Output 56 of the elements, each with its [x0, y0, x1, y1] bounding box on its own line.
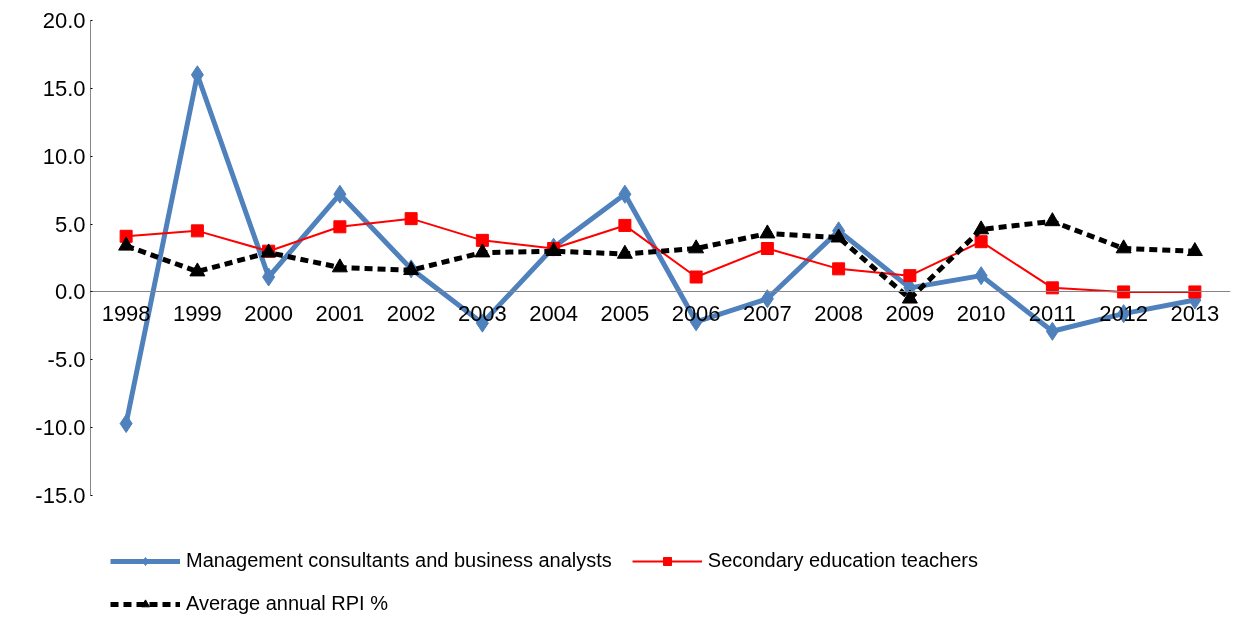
point [689, 270, 703, 284]
y-tick-label: 0.0 [54, 279, 86, 305]
point [1115, 239, 1132, 254]
point [189, 262, 206, 277]
x-tick-label: 2000 [244, 300, 294, 326]
point [616, 244, 633, 259]
point [973, 220, 990, 235]
point [974, 235, 988, 249]
y-tick-label: 10.0 [42, 143, 86, 169]
point [760, 242, 774, 255]
point [901, 289, 918, 304]
x-tick-label: 2012 [1099, 300, 1149, 326]
y-tick-label: -10.0 [35, 415, 86, 441]
x-tick-label: 2002 [386, 300, 436, 326]
legend-label: Management consultants and business analysts [186, 549, 612, 572]
point [618, 184, 632, 204]
point [474, 243, 491, 258]
x-tick-label: 2007 [742, 300, 792, 326]
point [190, 224, 204, 238]
y-tick-label: 15.0 [42, 75, 86, 101]
y-tick-label: 20.0 [42, 8, 86, 33]
y-tick-label: 5.0 [54, 211, 86, 237]
x-tick-label: 2013 [1170, 300, 1220, 326]
point [119, 414, 133, 434]
point [1045, 321, 1059, 341]
x-tick-label: 2009 [885, 300, 935, 326]
point [618, 218, 632, 232]
point [1117, 285, 1131, 299]
x-tick-label: 2010 [956, 300, 1006, 326]
legend-label: Secondary education teachers [707, 549, 978, 572]
x-tick-label: 2011 [1028, 300, 1077, 326]
y-tick-label: -15.0 [35, 483, 86, 508]
point [333, 184, 347, 204]
point [832, 262, 846, 276]
point [333, 220, 347, 234]
point [830, 228, 847, 243]
point [404, 212, 418, 226]
x-tick-label: 2005 [600, 300, 650, 326]
point [1044, 212, 1061, 227]
point [974, 266, 988, 286]
x-tick-label: 2004 [529, 300, 579, 326]
point [475, 233, 489, 247]
x-tick-label: 2008 [814, 300, 864, 326]
point [903, 269, 917, 283]
point [262, 267, 276, 287]
legend-label: Average annual RPI % [186, 592, 388, 615]
point [118, 236, 135, 251]
point [331, 258, 348, 273]
x-tick-label: 2001 [315, 300, 365, 326]
point [1188, 285, 1202, 299]
x-tick-label: 1999 [172, 300, 222, 326]
point [1186, 242, 1203, 257]
y-tick-label: -5.0 [47, 347, 86, 373]
point [688, 239, 705, 254]
point [759, 224, 776, 239]
point [1045, 281, 1059, 295]
